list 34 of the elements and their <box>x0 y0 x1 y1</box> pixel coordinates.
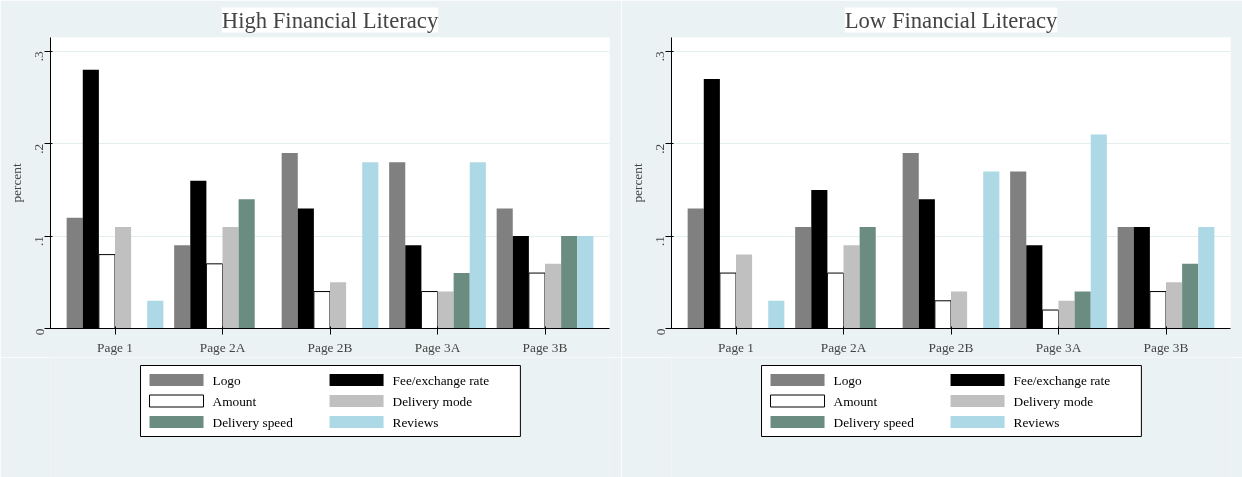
y-tick-label: 0 <box>31 328 47 336</box>
y-tick-label: .1 <box>31 236 47 247</box>
legend-label: Fee/exchange rate <box>1013 372 1111 388</box>
legend-label: Reviews <box>392 414 439 430</box>
legend-label: Amount <box>833 393 878 409</box>
x-tick-label: Page 1 <box>718 339 754 355</box>
legend-label: Delivery speed <box>212 414 294 430</box>
x-tick-label: Page 3A <box>1035 339 1082 355</box>
legend-label: Logo <box>212 372 241 388</box>
legend-label: Fee/exchange rate <box>392 372 490 388</box>
x-tick-label: Page 3A <box>414 339 461 355</box>
y-tick-label: .3 <box>31 51 47 62</box>
y-tick-label: .2 <box>652 143 668 154</box>
y-tick-label: .2 <box>31 143 47 154</box>
y-tick-label: 0 <box>652 328 668 336</box>
x-tick-label: Page 2B <box>928 339 974 355</box>
chart-title: Low Financial Literacy <box>844 7 1058 33</box>
x-tick-label: Page 3B <box>1143 339 1189 355</box>
x-tick-label: Page 2A <box>199 339 246 355</box>
x-tick-label: Page 3B <box>522 339 568 355</box>
legend-label: Logo <box>833 372 862 388</box>
x-tick-label: Page 2A <box>820 339 867 355</box>
x-tick-label: Page 1 <box>97 339 133 355</box>
legend-label: Delivery speed <box>833 414 915 430</box>
x-tick-label: Page 2B <box>307 339 353 355</box>
y-axis-title: percent <box>629 163 645 203</box>
y-tick-label: .1 <box>652 236 668 247</box>
y-axis-title: percent <box>8 163 24 203</box>
y-tick-label: .3 <box>652 51 668 62</box>
legend-label: Amount <box>212 393 257 409</box>
legend-label: Delivery mode <box>392 393 473 409</box>
legend-label: Reviews <box>1013 414 1060 430</box>
legend-label: Delivery mode <box>1013 393 1094 409</box>
chart-title: High Financial Literacy <box>221 7 439 33</box>
